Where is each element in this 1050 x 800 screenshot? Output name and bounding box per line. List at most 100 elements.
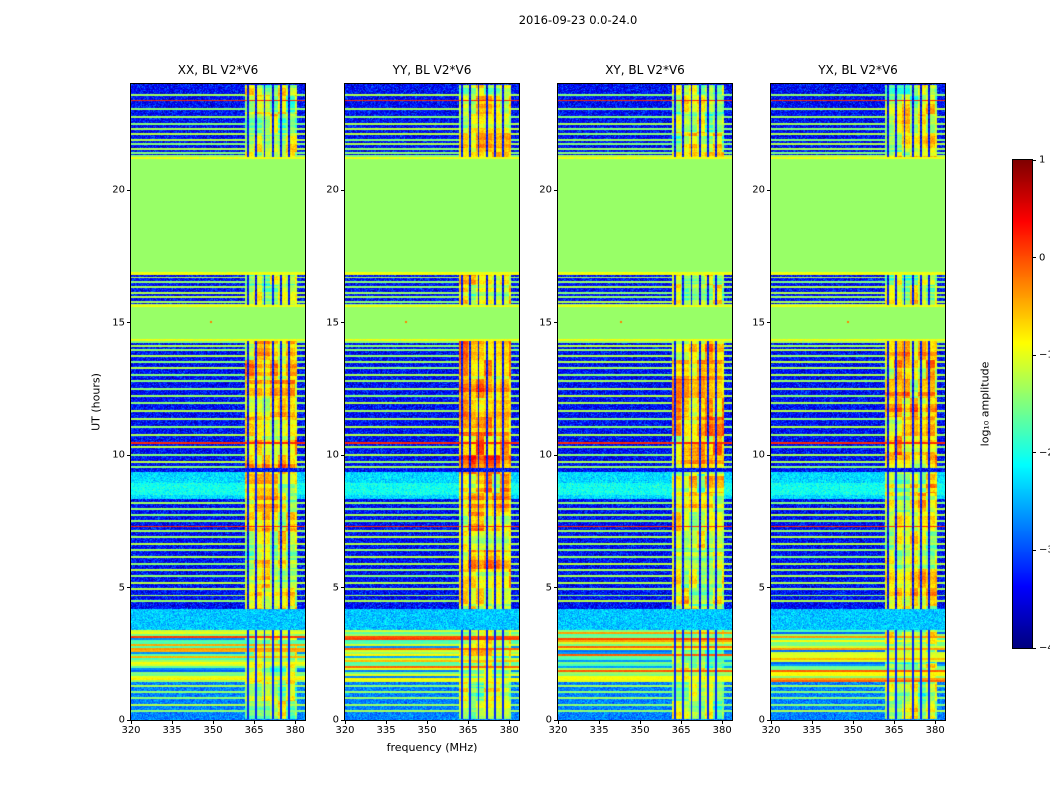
colorbar-tick-mark [1032, 647, 1036, 649]
y-tick-label: 0 [332, 714, 339, 726]
x-tick-label: 335 [802, 725, 822, 736]
y-tick-mark [341, 454, 345, 456]
panel-title-yy: YY, BL V2*V6 [392, 63, 472, 77]
colorbar-tick-label: −4 [1039, 642, 1050, 654]
y-tick-mark [127, 587, 131, 588]
y-tick-label: 0 [118, 714, 125, 726]
colorbar-tick-label: −3 [1039, 544, 1050, 556]
x-tick-mark [344, 720, 346, 724]
y-tick-mark [554, 454, 558, 456]
y-tick-mark [127, 189, 131, 191]
x-tick-mark [852, 720, 854, 724]
x-tick-label: 350 [203, 725, 223, 736]
x-tick-label: 380 [712, 725, 732, 736]
colorbar: 1 0 −1 −2 −3 −4 [1012, 155, 1050, 654]
x-tick-mark [557, 720, 559, 724]
x-tick-label: 320 [121, 725, 141, 736]
panel-xx: XX, BL V2*V6 320 335 350 365 380 0 5 10 15 20 [112, 63, 306, 736]
spectrogram-canvas-xx [131, 84, 305, 720]
y-tick-label: 5 [758, 582, 765, 593]
x-tick-mark [294, 720, 296, 724]
y-tick-label: 5 [545, 582, 552, 593]
x-tick-label: 320 [335, 725, 355, 736]
y-tick-mark [341, 189, 345, 191]
x-tick-mark [639, 720, 641, 724]
colorbar-tick-mark [1032, 549, 1036, 551]
x-tick-label: 335 [589, 725, 609, 736]
x-tick-label: 350 [843, 725, 863, 736]
colorbar-gradient [1013, 160, 1032, 648]
panel-yy: YY, BL V2*V6 320 335 350 365 380 0 5 10 15 20 [326, 63, 520, 736]
panel-title-xy: XY, BL V2*V6 [605, 63, 685, 77]
panel-title-yx: YX, BL V2*V6 [818, 63, 898, 77]
y-tick-label: 0 [545, 714, 552, 726]
y-tick-mark [341, 719, 345, 721]
x-tick-mark [508, 720, 510, 724]
y-tick-mark [767, 454, 771, 456]
y-tick-label: 20 [752, 184, 765, 196]
y-tick-label: 20 [326, 184, 339, 196]
y-tick-mark [341, 587, 345, 588]
colorbar-tick-label: 0 [1039, 252, 1046, 264]
colorbar-tick-label: 1 [1039, 154, 1046, 166]
x-tick-label: 380 [925, 725, 945, 736]
y-tick-label: 20 [539, 184, 552, 196]
panel-title-xx: XX, BL V2*V6 [177, 63, 259, 77]
y-tick-label: 10 [112, 449, 125, 461]
x-tick-mark [811, 720, 813, 724]
x-tick-label: 365 [884, 725, 904, 736]
y-tick-label: 20 [112, 184, 125, 196]
y-tick-label: 15 [752, 317, 765, 328]
y-tick-label: 15 [112, 317, 125, 328]
y-axis-label: UT (hours) [89, 373, 103, 431]
y-tick-label: 5 [332, 582, 339, 593]
y-tick-mark [767, 189, 771, 191]
x-tick-label: 350 [630, 725, 650, 736]
x-tick-mark [426, 720, 428, 724]
y-tick-label: 10 [539, 449, 552, 461]
x-tick-mark [171, 720, 173, 724]
x-tick-label: 350 [417, 725, 437, 736]
x-tick-label: 320 [761, 725, 781, 736]
y-tick-mark [767, 719, 771, 721]
colorbar-tick-label: −1 [1039, 349, 1050, 361]
x-tick-mark [934, 720, 936, 724]
x-tick-mark [467, 720, 469, 724]
x-tick-label: 365 [671, 725, 691, 736]
y-tick-mark [341, 322, 345, 323]
x-tick-label: 335 [162, 725, 182, 736]
colorbar-tick-label: −2 [1039, 447, 1050, 459]
colorbar-tick-mark [1032, 159, 1036, 161]
x-tick-label: 335 [376, 725, 396, 736]
y-tick-label: 15 [326, 317, 339, 328]
y-tick-mark [554, 189, 558, 191]
x-tick-label: 320 [548, 725, 568, 736]
figure-title: 2016-09-23 0.0-24.0 [518, 13, 638, 27]
x-tick-label: 380 [499, 725, 519, 736]
y-tick-mark [127, 322, 131, 323]
x-tick-mark [598, 720, 600, 724]
y-tick-mark [767, 322, 771, 323]
spectrogram-canvas-yy [345, 84, 519, 720]
y-tick-mark [127, 719, 131, 721]
y-tick-mark [554, 719, 558, 721]
y-tick-label: 5 [118, 582, 125, 593]
x-tick-mark [212, 720, 214, 724]
y-tick-mark [554, 322, 558, 323]
x-tick-mark [680, 720, 682, 724]
x-tick-mark [770, 720, 772, 724]
x-tick-label: 380 [285, 725, 305, 736]
colorbar-tick-mark [1032, 257, 1036, 259]
spectrogram-canvas-yx [771, 84, 945, 720]
x-tick-mark [893, 720, 895, 724]
x-axis-label: frequency (MHz) [386, 741, 478, 754]
x-tick-mark [385, 720, 387, 724]
colorbar-label: log₁₀ amplitude [978, 361, 992, 447]
spectrogram-canvas-xy [558, 84, 732, 720]
x-tick-mark [253, 720, 255, 724]
y-tick-mark [767, 587, 771, 588]
y-tick-label: 10 [752, 449, 765, 461]
y-tick-label: 0 [758, 714, 765, 726]
colorbar-tick-mark [1032, 354, 1036, 356]
